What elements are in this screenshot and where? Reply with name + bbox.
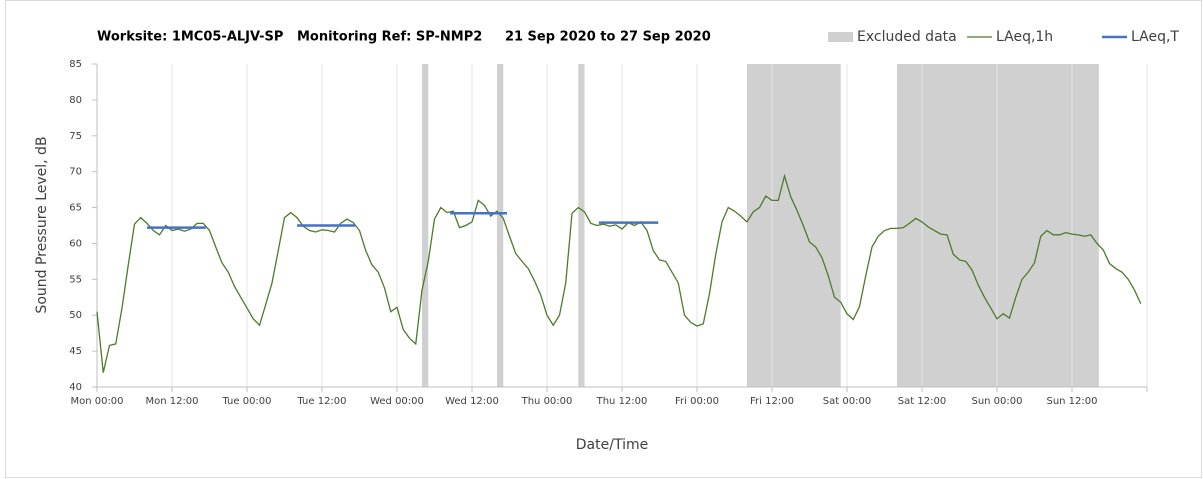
x-tick-label: Fri 00:00 (675, 396, 719, 407)
y-tick-label: 45 (69, 346, 82, 357)
excluded-band (747, 64, 841, 387)
y-tick-label: 80 (69, 95, 82, 106)
y-tick-label: 55 (69, 274, 82, 285)
legend-label: Excluded data (857, 29, 957, 45)
x-tick-label: Wed 00:00 (370, 396, 424, 407)
x-tick-label: Tue 00:00 (221, 396, 271, 407)
x-tick-label: Sat 00:00 (823, 396, 871, 407)
y-tick-label: 65 (69, 203, 82, 214)
y-axis-label: Sound Pressure Level, dB (34, 136, 50, 313)
x-tick-label: Wed 12:00 (445, 396, 499, 407)
excluded-band (897, 64, 1099, 387)
excluded-band (422, 64, 429, 387)
x-tick-label: Mon 00:00 (70, 396, 123, 407)
x-tick-label: Sat 12:00 (898, 396, 946, 407)
legend-swatch (828, 32, 853, 42)
y-tick-label: 70 (69, 167, 82, 178)
chart-title: Worksite: 1MC05-ALJV-SP Monitoring Ref: … (97, 30, 711, 45)
x-axis-label: Date/Time (576, 437, 648, 453)
legend-label: LAeq,T (1131, 29, 1179, 45)
x-tick-label: Thu 00:00 (521, 396, 573, 407)
y-tick-label: 75 (69, 131, 82, 142)
x-tick-label: Tue 12:00 (296, 396, 346, 407)
y-tick-label: 40 (69, 382, 82, 393)
y-tick-label: 60 (69, 238, 82, 249)
excluded-band (578, 64, 585, 387)
x-tick-label: Mon 12:00 (145, 396, 198, 407)
series-line (96, 173, 1142, 373)
y-tick-label: 50 (69, 310, 82, 321)
excluded-band (497, 64, 504, 387)
x-tick-label: Sun 00:00 (971, 396, 1022, 407)
x-tick-label: Thu 12:00 (596, 396, 648, 407)
x-tick-label: Sun 12:00 (1046, 396, 1097, 407)
legend-label: LAeq,1h (996, 29, 1053, 45)
y-tick-label: 85 (69, 59, 82, 70)
x-tick-label: Fri 12:00 (750, 396, 794, 407)
